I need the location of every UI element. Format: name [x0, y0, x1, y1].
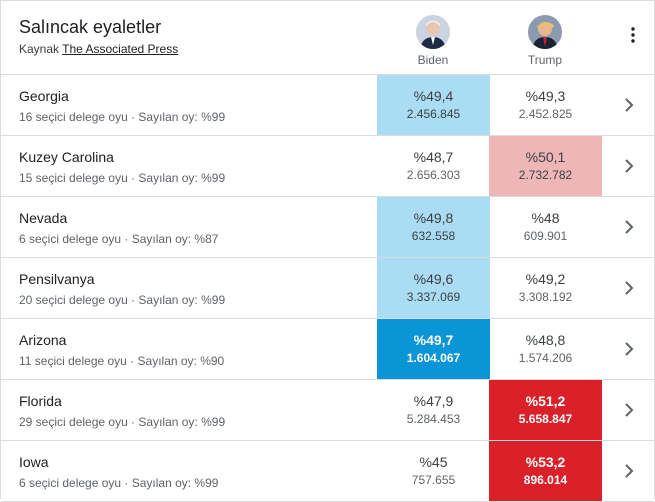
chevron-right-icon[interactable]: [624, 98, 634, 112]
trump-result: %49,3 2.452.825: [489, 75, 602, 135]
biden-result: %49,4 2.456.845: [377, 75, 490, 135]
source-link[interactable]: The Associated Press: [62, 42, 179, 56]
state-name: Kuzey Carolina: [19, 149, 114, 165]
trump-percent: %49,3: [525, 88, 566, 104]
state-row[interactable]: Kuzey Carolina 15 seçici delege oyu · Sa…: [1, 136, 654, 197]
biden-result: %49,6 3.337.069: [377, 258, 490, 318]
biden-result: %45 757.655: [377, 441, 490, 501]
biden-avatar: [416, 15, 450, 49]
trump-votes: 2.452.825: [518, 107, 573, 121]
trump-votes: 2.732.782: [518, 168, 573, 182]
more-vert-icon[interactable]: [630, 27, 636, 43]
biden-percent: %45: [419, 454, 448, 470]
state-row[interactable]: Arizona 11 seçici delege oyu · Sayılan o…: [1, 319, 654, 380]
trump-percent: %48,8: [525, 332, 566, 348]
trump-votes: 896.014: [523, 473, 568, 487]
state-row[interactable]: Florida 29 seçici delege oyu · Sayılan o…: [1, 380, 654, 441]
trump-votes: 5.658.847: [518, 412, 573, 426]
chevron-right-icon[interactable]: [624, 403, 634, 417]
biden-percent: %49,8: [413, 210, 454, 226]
candidate-trump: Trump: [490, 15, 600, 67]
state-meta: 11 seçici delege oyu · Sayılan oy: %90: [19, 354, 225, 368]
state-meta: 6 seçici delege oyu · Sayılan oy: %87: [19, 232, 219, 246]
biden-result: %47,9 5.284.453: [377, 380, 490, 440]
biden-votes: 5.284.453: [406, 412, 461, 426]
trump-result: %50,1 2.732.782: [489, 136, 602, 196]
trump-result: %49,2 3.308.192: [489, 258, 602, 318]
state-name: Iowa: [19, 454, 49, 470]
biden-result: %49,7 1.604.067: [377, 319, 490, 379]
biden-result: %48,7 2.656.303: [377, 136, 490, 196]
chevron-right-icon[interactable]: [624, 342, 634, 356]
candidate-biden: Biden: [378, 15, 488, 67]
chevron-right-icon[interactable]: [624, 464, 634, 478]
state-row[interactable]: Iowa 6 seçici delege oyu · Sayılan oy: %…: [1, 441, 654, 502]
source-line: Kaynak The Associated Press: [19, 42, 178, 56]
biden-percent: %49,6: [413, 271, 454, 287]
trump-result: %48,8 1.574.206: [489, 319, 602, 379]
card-title: Salıncak eyaletler: [19, 17, 162, 37]
state-meta: 16 seçici delege oyu · Sayılan oy: %99: [19, 110, 226, 124]
trump-votes: 1.574.206: [518, 351, 573, 365]
chevron-right-icon[interactable]: [624, 281, 634, 295]
state-meta: 6 seçici delege oyu · Sayılan oy: %99: [19, 476, 219, 490]
card-header: Salıncak eyaletler Kaynak The Associated…: [1, 1, 654, 75]
state-meta: 29 seçici delege oyu · Sayılan oy: %99: [19, 415, 226, 429]
trump-result: %53,2 896.014: [489, 441, 602, 501]
biden-percent: %48,7: [413, 149, 454, 165]
state-name: Pensilvanya: [19, 271, 95, 287]
state-list: Georgia 16 seçici delege oyu · Sayılan o…: [1, 75, 654, 502]
biden-result: %49,8 632.558: [377, 197, 490, 257]
trump-votes: 3.308.192: [518, 290, 573, 304]
source-prefix: Kaynak: [19, 42, 60, 56]
biden-votes: 757.655: [411, 473, 456, 487]
trump-percent: %53,2: [525, 454, 566, 470]
trump-votes: 609.901: [523, 229, 568, 243]
biden-percent: %47,9: [413, 393, 454, 409]
trump-result: %51,2 5.658.847: [489, 380, 602, 440]
state-row[interactable]: Nevada 6 seçici delege oyu · Sayılan oy:…: [1, 197, 654, 258]
trump-percent: %48: [531, 210, 560, 226]
biden-votes: 3.337.069: [406, 290, 461, 304]
trump-result: %48 609.901: [489, 197, 602, 257]
state-name: Florida: [19, 393, 62, 409]
state-meta: 20 seçici delege oyu · Sayılan oy: %99: [19, 293, 226, 307]
biden-votes: 632.558: [411, 229, 456, 243]
trump-percent: %50,1: [525, 149, 566, 165]
trump-percent: %51,2: [525, 393, 566, 409]
chevron-right-icon[interactable]: [624, 220, 634, 234]
trump-percent: %49,2: [525, 271, 566, 287]
state-name: Georgia: [19, 88, 69, 104]
state-meta: 15 seçici delege oyu · Sayılan oy: %99: [19, 171, 226, 185]
trump-avatar: [528, 15, 562, 49]
biden-percent: %49,4: [413, 88, 454, 104]
state-name: Arizona: [19, 332, 67, 348]
state-row[interactable]: Pensilvanya 20 seçici delege oyu · Sayıl…: [1, 258, 654, 319]
biden-percent: %49,7: [413, 332, 454, 348]
biden-votes: 1.604.067: [406, 351, 461, 365]
biden-votes: 2.656.303: [406, 168, 461, 182]
trump-name: Trump: [527, 53, 563, 67]
state-row[interactable]: Georgia 16 seçici delege oyu · Sayılan o…: [1, 75, 654, 136]
biden-votes: 2.456.845: [406, 107, 461, 121]
state-name: Nevada: [19, 210, 68, 226]
chevron-right-icon[interactable]: [624, 159, 634, 173]
biden-name: Biden: [417, 53, 449, 67]
